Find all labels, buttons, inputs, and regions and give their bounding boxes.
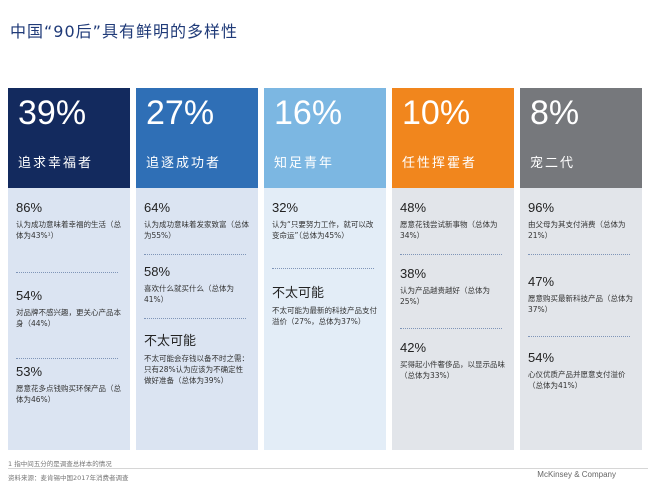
stat-item: 47% 愿意购买最新科技产品（总体为37%） <box>528 274 634 315</box>
segment-header: 10% 任性挥霍者 <box>392 88 514 188</box>
stat-description: 愿意花钱尝试新事物（总体为34%） <box>400 220 498 240</box>
stat-description: 买得起小件奢侈品，以显示品味（总体为33%） <box>400 360 505 380</box>
stat-item: 54% 对品牌不感兴趣，更关心产品本身（44%） <box>16 288 122 329</box>
segment-label: 追逐成功者 <box>146 156 222 171</box>
stat-item: 42% 买得起小件奢侈品，以显示品味（总体为33%） <box>400 340 506 381</box>
segment-label: 知足青年 <box>274 156 335 171</box>
stat-description: 认为产品越贵越好（总体为25%） <box>400 286 490 306</box>
divider <box>400 254 502 255</box>
stat-item: 86% 认为成功意味着幸福的生活（总体为43%¹） <box>16 200 122 241</box>
divider <box>16 272 118 273</box>
stat-number: 96% <box>528 200 555 215</box>
segment-header: 8% 宠二代 <box>520 88 642 188</box>
source-note: 资料来源：麦肯锡中国2017年消费者调查 <box>8 474 129 482</box>
stat-item: 58% 喜欢什么就买什么（总体为41%） <box>144 264 250 305</box>
stat-heading: 不太可能 <box>272 286 325 301</box>
segment-percentage: 10% <box>402 94 471 132</box>
segment-column-1: 39% 追求幸福者 86% 认为成功意味着幸福的生活（总体为43%¹） 54% … <box>8 88 130 450</box>
segment-column-2: 27% 追逐成功者 64% 认为成功意味着发家致富（总体为55%） 58% 喜欢… <box>136 88 258 450</box>
segment-percentage: 27% <box>146 94 215 132</box>
stat-number: 48% <box>400 200 427 215</box>
segment-label: 任性挥霍者 <box>402 156 478 171</box>
segment-body: 64% 认为成功意味着发家致富（总体为55%） 58% 喜欢什么就买什么（总体为… <box>136 188 258 450</box>
segment-header: 39% 追求幸福者 <box>8 88 130 188</box>
segment-column-4: 10% 任性挥霍者 48% 愿意花钱尝试新事物（总体为34%） 38% 认为产品… <box>392 88 514 450</box>
stat-item: 96% 由父母为其支付消费（总体为21%） <box>528 200 634 241</box>
stat-description: 认为“只要努力工作，就可以改变命运”（总体为45%） <box>272 220 374 240</box>
stat-description: 认为成功意味着幸福的生活（总体为43%¹） <box>16 220 121 240</box>
stat-number: 38% <box>400 266 427 281</box>
stat-description: 不太可能为最新的科技产品支付溢价（27%，总体为37%） <box>272 306 377 326</box>
stat-description: 对品牌不感兴趣，更关心产品本身（44%） <box>16 308 121 328</box>
stat-number: 58% <box>144 264 171 279</box>
divider <box>144 254 246 255</box>
divider <box>16 358 118 359</box>
page-title: 中国“90后”具有鲜明的多样性 <box>10 22 238 41</box>
brand-logo-text: McKinsey & Company <box>537 470 616 479</box>
stat-number: 86% <box>16 200 43 215</box>
segment-header: 27% 追逐成功者 <box>136 88 258 188</box>
stat-number: 54% <box>528 350 555 365</box>
segment-percentage: 16% <box>274 94 343 132</box>
stat-description: 认为成功意味着发家致富（总体为55%） <box>144 220 249 240</box>
divider <box>272 268 374 269</box>
stat-item: 64% 认为成功意味着发家致富（总体为55%） <box>144 200 250 241</box>
divider <box>400 328 502 329</box>
segment-percentage: 39% <box>18 94 87 132</box>
divider <box>528 254 630 255</box>
segment-body: 96% 由父母为其支付消费（总体为21%） 47% 愿意购买最新科技产品（总体为… <box>520 188 642 450</box>
divider <box>144 318 246 319</box>
segment-header: 16% 知足青年 <box>264 88 386 188</box>
footnote: 1 指中间五分的是调查总样本的情况 <box>8 460 112 468</box>
segment-body: 32% 认为“只要努力工作，就可以改变命运”（总体为45%） 不太可能 不太可能… <box>264 188 386 450</box>
segment-label: 追求幸福者 <box>18 156 94 171</box>
stat-item: 38% 认为产品越贵越好（总体为25%） <box>400 266 506 307</box>
stat-item: 不太可能 不太可能为最新的科技产品支付溢价（27%，总体为37%） <box>272 282 378 327</box>
stat-number: 54% <box>16 288 43 303</box>
stat-item: 不太可能 不太可能会存钱以备不时之需：只有28%认为应该为不确定性做好准备（总体… <box>144 330 250 386</box>
segment-percentage: 8% <box>530 94 580 132</box>
segment-body: 48% 愿意花钱尝试新事物（总体为34%） 38% 认为产品越贵越好（总体为25… <box>392 188 514 450</box>
stat-number: 32% <box>272 200 299 215</box>
segment-column-5: 8% 宠二代 96% 由父母为其支付消费（总体为21%） 47% 愿意购买最新科… <box>520 88 642 450</box>
stat-item: 54% 心仪优质产品并愿意支付溢价（总体为41%） <box>528 350 634 391</box>
stat-description: 由父母为其支付消费（总体为21%） <box>528 220 626 240</box>
divider <box>528 336 630 337</box>
stat-description: 愿意花多点钱购买环保产品（总体为46%） <box>16 384 121 404</box>
stat-description: 愿意购买最新科技产品（总体为37%） <box>528 294 633 314</box>
segment-column-3: 16% 知足青年 32% 认为“只要努力工作，就可以改变命运”（总体为45%） … <box>264 88 386 450</box>
segment-label: 宠二代 <box>530 156 576 171</box>
stat-number: 42% <box>400 340 427 355</box>
footer-divider <box>8 468 648 469</box>
stat-number: 47% <box>528 274 555 289</box>
stat-item: 53% 愿意花多点钱购买环保产品（总体为46%） <box>16 364 122 405</box>
stat-description: 不太可能会存钱以备不时之需：只有28%认为应该为不确定性做好准备（总体为39%） <box>144 354 249 385</box>
stat-description: 心仪优质产品并愿意支付溢价（总体为41%） <box>528 370 626 390</box>
segment-body: 86% 认为成功意味着幸福的生活（总体为43%¹） 54% 对品牌不感兴趣，更关… <box>8 188 130 450</box>
stat-item: 48% 愿意花钱尝试新事物（总体为34%） <box>400 200 506 241</box>
stat-number: 64% <box>144 200 171 215</box>
stat-heading: 不太可能 <box>144 334 197 349</box>
stat-number: 53% <box>16 364 43 379</box>
stat-item: 32% 认为“只要努力工作，就可以改变命运”（总体为45%） <box>272 200 378 241</box>
stat-description: 喜欢什么就买什么（总体为41%） <box>144 284 234 304</box>
